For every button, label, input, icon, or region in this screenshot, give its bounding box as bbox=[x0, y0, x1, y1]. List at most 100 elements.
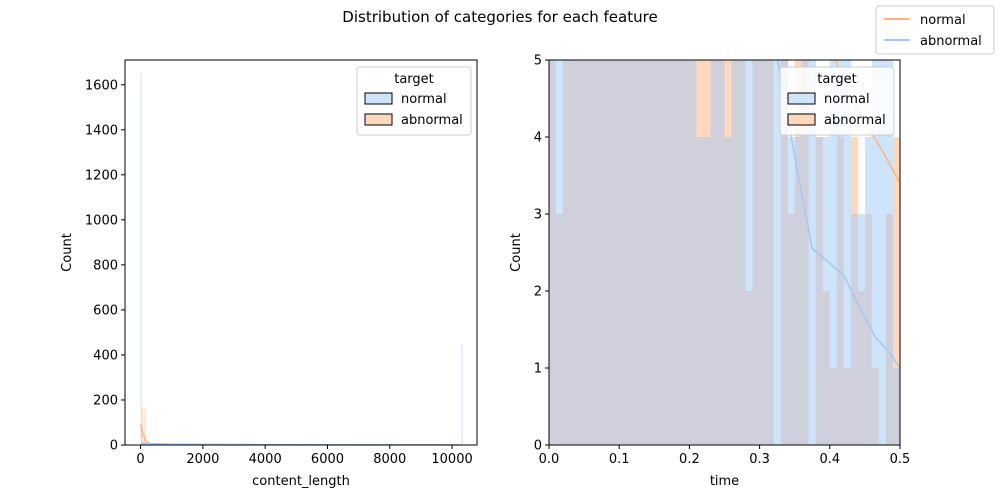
x-axis-label: content_length bbox=[252, 474, 350, 489]
bar-abnormal bbox=[724, 60, 732, 137]
bar-abnormal bbox=[696, 60, 704, 137]
bar-normal bbox=[822, 137, 831, 291]
bar-overlap bbox=[738, 60, 746, 445]
bar-abnormal bbox=[850, 137, 859, 214]
y-axis-label: Count bbox=[509, 233, 524, 272]
x-tick-label: 10000 bbox=[431, 452, 472, 467]
bar-overlap bbox=[885, 214, 894, 445]
legend: target normal abnormal bbox=[356, 66, 472, 136]
bar-overlap bbox=[598, 60, 606, 445]
axes-frame bbox=[548, 59, 901, 446]
y-tick-label: 0 bbox=[110, 439, 118, 454]
bar-overlap bbox=[654, 60, 662, 445]
bar-overlap bbox=[710, 60, 718, 445]
bar-abnormal bbox=[144, 407, 146, 445]
y-tick-label: 5 bbox=[534, 54, 542, 69]
y-tick-label: 2 bbox=[534, 285, 542, 300]
legend-label-normal: normal bbox=[401, 92, 447, 107]
bar-overlap bbox=[556, 214, 564, 445]
bar-normal bbox=[871, 60, 880, 368]
bar-abnormal bbox=[892, 137, 900, 368]
axes-frame bbox=[124, 59, 478, 446]
bar-normal bbox=[885, 60, 894, 214]
bar-overlap bbox=[675, 60, 683, 445]
bar-overlap bbox=[584, 60, 592, 445]
legend: target normal abnormal bbox=[779, 66, 895, 136]
y-tick-label: 1200 bbox=[85, 168, 118, 183]
x-tick-label: 6000 bbox=[311, 452, 344, 467]
x-tick-label: 2000 bbox=[186, 452, 219, 467]
bar-abnormal bbox=[141, 406, 144, 445]
kde-line-normal bbox=[776, 60, 900, 369]
legend-swatch-abnormal bbox=[787, 113, 816, 126]
y-tick-label: 800 bbox=[93, 258, 118, 273]
x-tick-label: 0 bbox=[136, 452, 144, 467]
bar-normal bbox=[745, 60, 753, 291]
figure-legend-label-normal: normal bbox=[920, 13, 966, 28]
x-tick-label: 0.3 bbox=[749, 452, 770, 467]
bar-abnormal bbox=[703, 60, 711, 137]
x-tick-label: 0.2 bbox=[679, 452, 700, 467]
content-length-histogram: 0 2000 4000 6000 8000 10000 0 200 400 600 800 1000 1… bbox=[60, 59, 478, 489]
legend-swatch-normal bbox=[787, 92, 816, 105]
bar-overlap bbox=[619, 60, 627, 445]
y-tick-label: 200 bbox=[93, 393, 118, 408]
legend-label-abnormal: abnormal bbox=[824, 113, 886, 128]
bar-overlap bbox=[752, 60, 760, 445]
bar-overlap bbox=[563, 60, 571, 445]
bar-overlap bbox=[640, 60, 648, 445]
y-tick-label: 1400 bbox=[85, 123, 118, 138]
bar-abnormal bbox=[140, 423, 142, 445]
bar-overlap bbox=[892, 368, 900, 445]
legend-title: target bbox=[817, 72, 857, 87]
bar-overlap bbox=[633, 60, 641, 445]
legend-label-abnormal: abnormal bbox=[401, 113, 463, 128]
legend-swatch-abnormal bbox=[364, 113, 393, 126]
bar-overlap bbox=[766, 60, 774, 445]
x-tick-label: 0.0 bbox=[539, 452, 560, 467]
legend-title: target bbox=[394, 72, 434, 87]
bar-overlap bbox=[549, 60, 557, 445]
bar-normal bbox=[829, 60, 838, 368]
kde-line-abnormal bbox=[139, 424, 462, 445]
bar-normal bbox=[773, 60, 781, 445]
kde-lines bbox=[139, 424, 462, 445]
bar-normal bbox=[843, 60, 852, 368]
legend-swatch-normal bbox=[364, 92, 393, 105]
y-tick-label: 1 bbox=[534, 362, 542, 377]
bar-normal bbox=[556, 60, 564, 214]
bar-overlap bbox=[864, 214, 873, 445]
bar-overlap bbox=[591, 60, 599, 445]
bar-overlap bbox=[717, 60, 725, 445]
y-tick-label: 3 bbox=[534, 208, 542, 223]
y-tick-label: 400 bbox=[93, 348, 118, 363]
x-tick-label: 0.4 bbox=[819, 452, 840, 467]
bar-overlap bbox=[787, 214, 795, 445]
bar-abnormal bbox=[143, 440, 145, 445]
y-tick-label: 1000 bbox=[85, 213, 118, 228]
x-tick-label: 4000 bbox=[249, 452, 282, 467]
bar-overlap bbox=[703, 137, 711, 445]
bar-overlap bbox=[612, 60, 620, 445]
bar-normal bbox=[878, 60, 887, 445]
bar-overlap bbox=[759, 60, 767, 445]
bar-overlap bbox=[850, 214, 859, 445]
bar-normal bbox=[461, 343, 463, 445]
bar-normal bbox=[140, 73, 142, 445]
bar-overlap bbox=[570, 60, 578, 445]
y-axis-label: Count bbox=[60, 233, 75, 272]
y-tick-label: 4 bbox=[534, 131, 542, 146]
bar-normal bbox=[864, 137, 873, 214]
x-tick-label: 0.1 bbox=[609, 452, 630, 467]
bar-overlap bbox=[745, 291, 753, 445]
bar-overlap bbox=[661, 60, 669, 445]
x-tick-label: 0.5 bbox=[890, 452, 911, 467]
bar-overlap bbox=[871, 368, 880, 445]
bar-overlap bbox=[822, 291, 831, 445]
bar-normal bbox=[857, 214, 866, 291]
bar-overlap bbox=[857, 291, 866, 445]
y-tick-label: 600 bbox=[93, 303, 118, 318]
bar-overlap bbox=[780, 60, 788, 445]
bar-overlap bbox=[724, 137, 732, 445]
